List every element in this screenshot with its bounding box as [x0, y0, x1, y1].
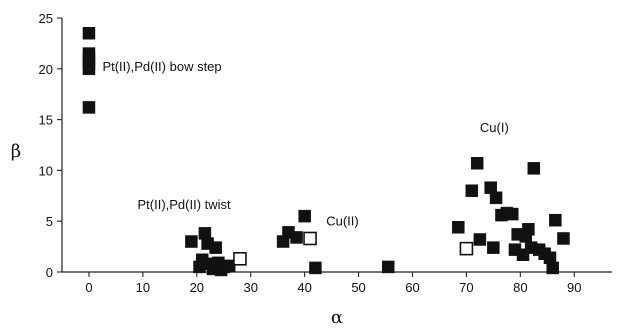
filled-square-point: [489, 191, 503, 205]
filled-square-point: [381, 260, 395, 274]
x-tick-label: 30: [243, 280, 257, 295]
tick-labels: 0 10 20 30 40 50 60 70 80 90 0 5 10 15 20 25: [39, 11, 582, 295]
filled-square-point: [473, 233, 487, 246]
filled-square-point: [82, 62, 96, 76]
annotation-label: Cu(I): [480, 120, 509, 135]
filled-square-point: [487, 241, 500, 254]
filled-square-point: [557, 232, 570, 245]
filled-square-point: [546, 261, 559, 275]
open-square-point: [233, 251, 247, 266]
filled-square-point: [185, 235, 198, 248]
x-tick-label: 70: [459, 280, 473, 295]
filled-square-point: [309, 261, 322, 275]
filled-square-point: [82, 26, 96, 40]
filled-square-point: [527, 162, 541, 175]
x-tick-label: 40: [297, 280, 311, 295]
x-tick-label: 10: [136, 280, 150, 295]
data-points: [82, 26, 570, 277]
open-square-point: [303, 231, 317, 246]
y-tick-label: 10: [39, 163, 53, 178]
filled-square-point: [465, 184, 479, 197]
y-tick-label: 20: [39, 62, 53, 77]
filled-square-point: [505, 207, 519, 221]
open-square-point: [459, 241, 474, 256]
filled-square-point: [298, 209, 311, 223]
y-axis-title: β: [11, 141, 21, 162]
y-tick-label: 25: [39, 11, 53, 26]
tick-marks: [57, 17, 575, 277]
annotation-label: Pt(II),Pd(II) twist: [137, 197, 231, 212]
filled-square-point: [209, 241, 222, 254]
filled-square-point: [470, 157, 484, 170]
x-axis-title: α: [331, 307, 343, 328]
filled-square-point: [82, 101, 96, 114]
y-tick-label: 5: [46, 214, 53, 229]
annotation-label: Pt(II),Pd(II) bow step: [102, 59, 221, 74]
x-tick-label: 20: [190, 280, 204, 295]
annotations: Pt(II),Pd(II) bow step Pt(II),Pd(II) twis…: [102, 59, 508, 228]
y-tick-label: 15: [39, 113, 53, 128]
filled-square-point: [290, 231, 303, 244]
filled-square-point: [222, 259, 236, 273]
filled-square-point: [522, 223, 535, 236]
x-tick-label: 90: [567, 280, 581, 295]
x-tick-label: 50: [351, 280, 365, 295]
annotation-label: Cu(II): [326, 213, 359, 228]
y-tick-label: 0: [46, 265, 53, 280]
filled-square-point: [452, 221, 465, 234]
x-tick-label: 60: [405, 280, 419, 295]
x-tick-label: 80: [513, 280, 527, 295]
filled-square-point: [549, 213, 562, 227]
x-tick-label: 0: [85, 280, 92, 295]
